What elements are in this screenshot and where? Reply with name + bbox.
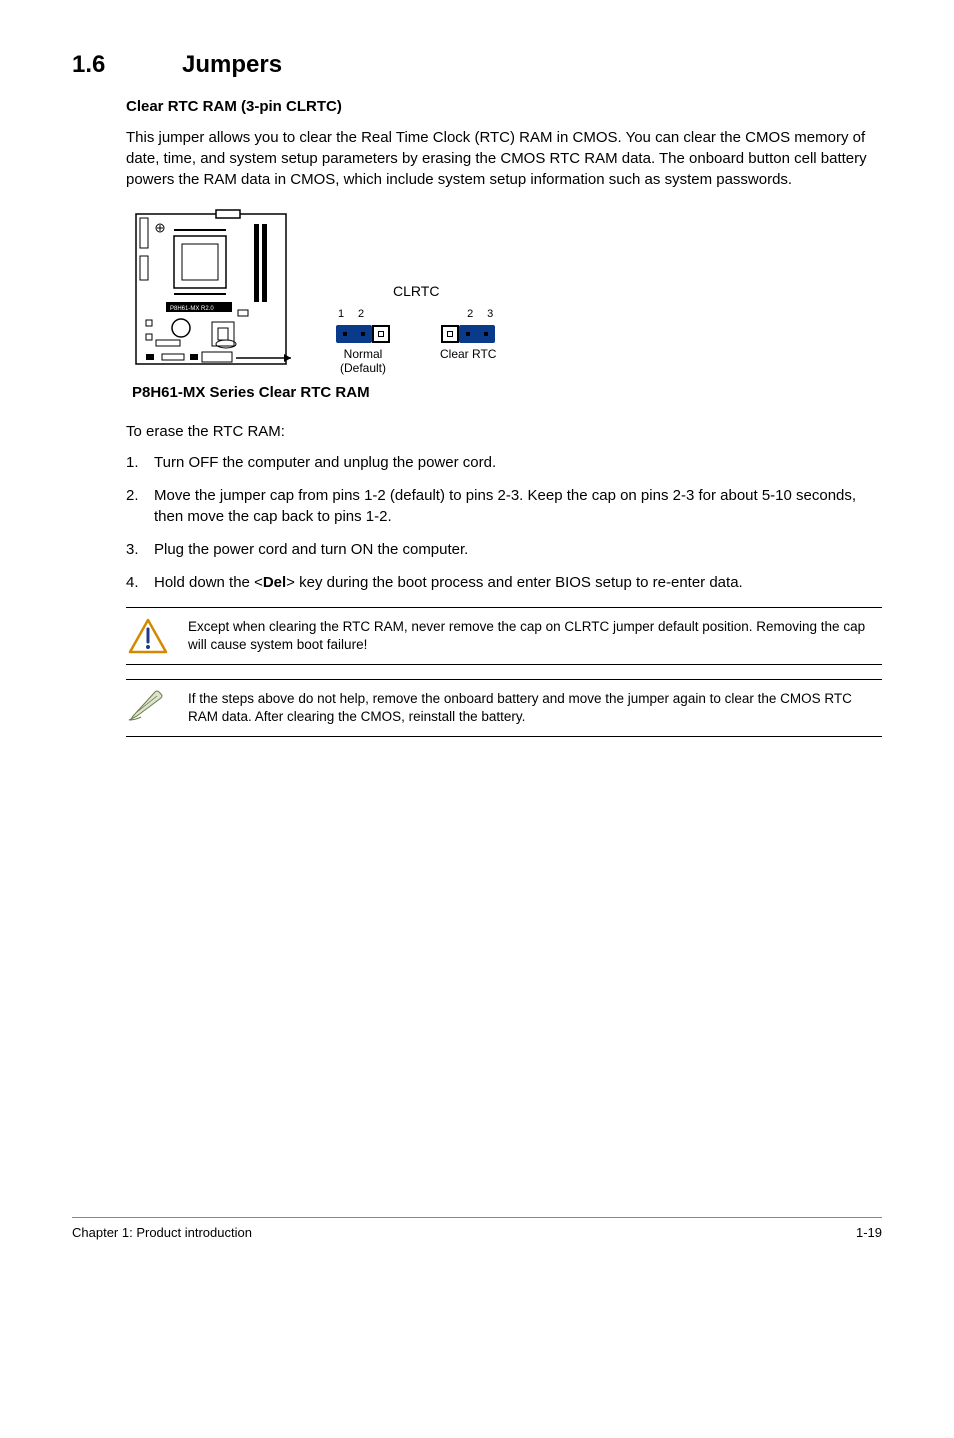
warning-note: Except when clearing the RTC RAM, never … xyxy=(126,607,882,665)
pin-label: 2 xyxy=(465,307,475,322)
warning-text: Except when clearing the RTC RAM, never … xyxy=(188,618,882,654)
jumper-detail: CLRTC 1 2 Normal(Default) xyxy=(336,282,496,376)
pin-label: 1 xyxy=(336,307,346,322)
info-note: If the steps above do not help, remove t… xyxy=(126,679,882,737)
diagram-title: P8H61-MX Series Clear RTC RAM xyxy=(132,382,882,403)
jumper-cap-icon xyxy=(336,325,372,343)
step-item: Hold down the <Del> key during the boot … xyxy=(126,572,882,593)
jumper-caption: Clear RTC xyxy=(440,347,496,361)
jumper-title: CLRTC xyxy=(393,282,439,302)
motherboard-icon: P8H61-MX R2.0 xyxy=(126,206,296,376)
pencil-icon xyxy=(126,690,170,722)
pin-label: 3 xyxy=(485,307,495,322)
page-footer: Chapter 1: Product introduction 1-19 xyxy=(72,1217,882,1242)
content-block: Clear RTC RAM (3-pin CLRTC) This jumper … xyxy=(72,96,882,738)
step-item: Plug the power cord and turn ON the comp… xyxy=(126,539,882,560)
erase-intro: To erase the RTC RAM: xyxy=(126,421,882,442)
warning-icon xyxy=(126,618,170,654)
footer-right: 1-19 xyxy=(856,1224,882,1242)
board-label-text: P8H61-MX R2.0 xyxy=(170,306,214,312)
jumper-diagram: P8H61-MX R2.0 CLRTC xyxy=(126,206,882,376)
section-number: 1.6 xyxy=(72,48,182,82)
open-pin-icon xyxy=(372,325,390,343)
intro-paragraph: This jumper allows you to clear the Real… xyxy=(126,127,882,190)
jumper-normal: 1 2 Normal(Default) xyxy=(336,307,390,375)
steps-list: Turn OFF the computer and unplug the pow… xyxy=(126,452,882,593)
pin-label: 2 xyxy=(356,307,366,322)
jumper-caption: Normal(Default) xyxy=(340,347,386,376)
info-text: If the steps above do not help, remove t… xyxy=(188,690,882,726)
jumper-cap-icon xyxy=(459,325,495,343)
jumper-clear: 2 3 Clear RTC xyxy=(440,307,496,361)
open-pin-icon xyxy=(441,325,459,343)
step-item: Move the jumper cap from pins 1-2 (defau… xyxy=(126,485,882,527)
subheading: Clear RTC RAM (3-pin CLRTC) xyxy=(126,96,882,117)
step-item: Turn OFF the computer and unplug the pow… xyxy=(126,452,882,473)
section-title: Jumpers xyxy=(182,51,282,78)
section-heading: 1.6Jumpers xyxy=(72,48,882,82)
footer-left: Chapter 1: Product introduction xyxy=(72,1224,252,1242)
